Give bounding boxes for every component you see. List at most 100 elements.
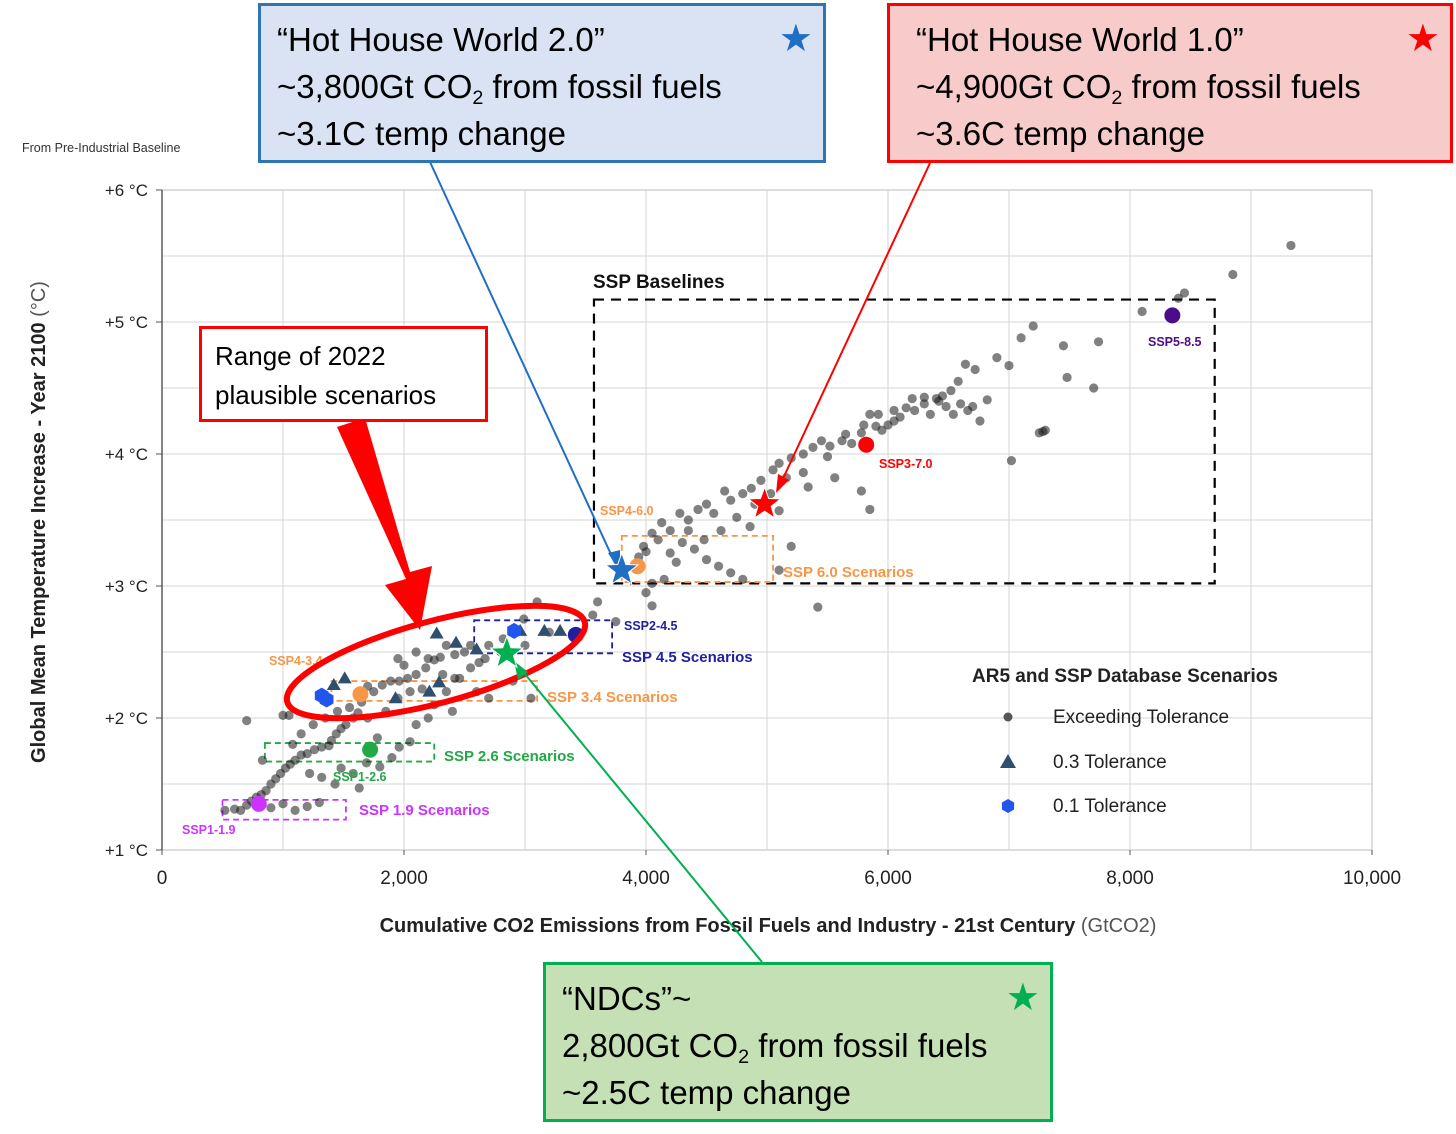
tolerance-03-point <box>469 642 484 655</box>
ssp-marker <box>629 558 646 575</box>
exceeding-point <box>726 495 736 505</box>
exceeding-point <box>372 733 382 743</box>
exceeding-point <box>302 801 312 812</box>
exceeding-point <box>732 512 742 522</box>
exceeding-point <box>963 405 973 416</box>
x-axis-label-text: Cumulative CO2 Emissions from Fossil Fue… <box>380 915 1081 937</box>
x-tick-label: 10,000 <box>1343 868 1401 889</box>
tolerance-03-point <box>553 623 568 636</box>
exceeding-point <box>394 742 404 752</box>
exceeding-point <box>798 449 808 459</box>
callout-emissions: ~4,900Gt CO2 from fossil fuels <box>916 68 1361 109</box>
exceeding-point <box>1062 372 1072 383</box>
exceeding-point <box>647 601 657 611</box>
hhw1-pointer <box>779 162 931 486</box>
scenario-box <box>473 619 614 655</box>
exceeding-point <box>361 758 372 768</box>
exceeding-point <box>948 409 958 419</box>
tolerance-03-point <box>432 675 447 688</box>
tolerance-03-point <box>449 635 464 648</box>
scenario-box-label: SSP Baselines <box>593 272 725 293</box>
x-tick-label: 8,000 <box>1106 868 1154 889</box>
exceeding-point <box>1173 293 1183 303</box>
legend-marker <box>1000 754 1016 768</box>
legend-marker <box>1003 712 1013 722</box>
exceeding-point <box>465 663 476 673</box>
exceeding-point <box>377 680 387 690</box>
exceeding-point <box>910 405 920 416</box>
x-tick-label: 0 <box>157 868 168 889</box>
ssp-marker <box>1164 307 1181 324</box>
exceeding-point <box>1016 333 1026 343</box>
y-tick-label: +1 °C <box>105 841 148 860</box>
exceeding-point <box>683 515 693 525</box>
exceeding-point <box>1006 456 1017 466</box>
exceeding-point <box>856 428 866 438</box>
exceeding-point <box>865 504 875 515</box>
exceeding-point <box>386 676 396 686</box>
legend-label: Exceeding Tolerance <box>1053 707 1229 728</box>
exceeding-point <box>841 429 851 439</box>
exceeding-point <box>526 693 536 703</box>
axes: 0 2,000 4,000 6,000 8,000 10,000 +1 °C +2 °C +3 … <box>28 181 1401 937</box>
callout-title: “NDCs”~ <box>562 980 692 1017</box>
exceeding-point <box>766 489 776 499</box>
legend: AR5 and SSP Database Scenarios Exceeding … <box>972 666 1278 817</box>
exceeding-point <box>484 693 494 703</box>
exceeding-point <box>348 768 358 779</box>
exceeding-point <box>344 702 355 713</box>
tolerance-03-point <box>388 691 403 704</box>
hhw2-pointer <box>429 161 616 564</box>
exceeding-point <box>1179 288 1190 298</box>
x-axis-label-unit: (GtCO2) <box>1081 915 1157 937</box>
y-axis-label: Global Mean Temperature Increase - Year … <box>28 281 50 763</box>
exceeding-point <box>421 663 431 673</box>
tolerance-01-point <box>319 691 334 708</box>
tolerance-03-point <box>326 678 341 690</box>
ssp-markers: SSP5-8.5 SSP3-7.0 SSP4-6.0 SSP2-4.5 SSP4-3.4… <box>182 307 1202 837</box>
exceeding-point <box>403 673 413 684</box>
exceeding-point <box>1228 269 1238 280</box>
exceeding-point <box>354 783 364 793</box>
exceeding-point <box>399 660 409 670</box>
exceeding-point <box>1004 360 1014 371</box>
exceeding-point <box>411 647 421 657</box>
plausible-range-ellipse <box>283 602 589 722</box>
exceeding-point <box>423 713 433 723</box>
scenario-box-label: SSP 4.5 Scenarios <box>622 649 753 666</box>
exceeding-point <box>1089 383 1099 393</box>
exceeding-point <box>992 353 1002 363</box>
range-line-2: plausible scenarios <box>215 380 437 410</box>
blue-star-icon: ★ <box>778 18 813 60</box>
callout-ndcs: “NDCs”~ 2,800Gt CO2 from fossil fuels ~2… <box>543 962 1053 1122</box>
exceeding-point <box>459 647 470 657</box>
exceeding-point <box>266 803 276 813</box>
ssp-marker <box>250 795 267 812</box>
range-arrow <box>337 418 432 630</box>
legend-label: 0.1 Tolerance <box>1053 796 1167 817</box>
exceeding-point <box>405 687 415 697</box>
ssp-marker <box>362 741 379 758</box>
exceeding-point <box>447 706 457 717</box>
exceeding-point <box>953 376 963 386</box>
exceeding-point <box>665 548 675 558</box>
ssp-label: SSP4-6.0 <box>600 504 654 518</box>
exceeding-point <box>714 561 724 571</box>
exceeding-point <box>693 504 703 515</box>
exceeding-point <box>716 525 726 536</box>
exceeding-point <box>816 436 827 446</box>
exceeding-point <box>925 409 935 419</box>
scenario-box-label: SSP 1.9 Scenarios <box>359 802 490 819</box>
exceeding-point <box>519 614 529 624</box>
exceeding-point <box>665 525 675 536</box>
exceeding-point <box>588 610 598 620</box>
exceeding-point <box>336 763 346 773</box>
highlight-star <box>747 485 783 520</box>
exceeding-point <box>709 508 719 518</box>
exceeding-point <box>941 401 951 412</box>
exceeding-point <box>1093 337 1104 347</box>
ssp-label: SSP1-2.6 <box>333 770 387 784</box>
exceeding-point <box>701 499 712 509</box>
exceeding-point <box>288 739 298 750</box>
exceeding-point <box>738 489 748 499</box>
